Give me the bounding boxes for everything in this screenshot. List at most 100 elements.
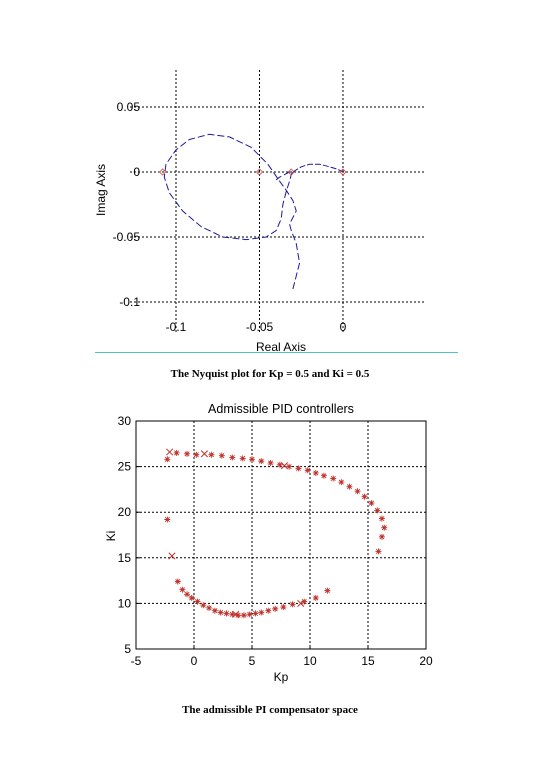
pid-xlabel: Kp: [274, 670, 289, 684]
pid-point-star: [193, 451, 200, 458]
pid-point-star: [211, 607, 218, 614]
pid-title: Admissible PID controllers: [208, 402, 354, 416]
pid-point-star: [272, 605, 279, 612]
pid-plot-frame: [135, 420, 427, 650]
nyquist-ytick-label: -0.1: [119, 295, 140, 309]
pid-point-star: [324, 587, 331, 594]
figure-caption-1: The Nyquist plot for Kp = 0.5 and Ki = 0…: [170, 368, 370, 380]
nyquist-xtick-label: -0.1: [166, 320, 187, 334]
pid-point-star: [164, 456, 171, 463]
pid-point-star: [361, 493, 368, 500]
pid-point-star: [330, 475, 337, 482]
pid-point-x: [280, 462, 289, 470]
pid-point-star: [200, 602, 207, 609]
pid-chart: -5 0 5 10 15 20 30 25 20 15 10 5 Admissible PID con…: [104, 402, 433, 684]
pid-point-x: [232, 610, 240, 618]
pid-point-star: [289, 601, 296, 608]
pid-xtick-label: 5: [249, 654, 256, 668]
pid-xtick-label: 0: [191, 654, 198, 668]
pid-xtick-label: 15: [361, 654, 375, 668]
nyquist-curves: [163, 133, 344, 290]
pid-ytick-label: 30: [118, 414, 132, 428]
pid-point-star: [375, 548, 382, 555]
pid-point-star: [194, 598, 201, 605]
pid-point-star: [235, 612, 242, 619]
pid-ytick-label: 10: [118, 596, 132, 610]
nyquist-xlabel: Real Axis: [256, 340, 306, 354]
pid-point-star: [381, 524, 388, 531]
pid-point-star: [295, 465, 302, 472]
pid-point-star: [240, 612, 247, 619]
pid-point-star: [249, 456, 255, 463]
pid-point-star: [174, 578, 181, 585]
nyquist-marker: [287, 168, 295, 176]
nyquist-ylabel: Imag Axis: [94, 164, 108, 216]
nyquist-ytick-label: 0.05: [117, 100, 141, 114]
nyquist-marker: [159, 168, 167, 176]
pid-point-x: [168, 552, 176, 560]
nyquist-grid: [130, 70, 425, 332]
pid-point-star: [184, 450, 191, 457]
pid-point-star: [208, 451, 215, 458]
pid-point-star: [312, 594, 319, 601]
pid-point-star: [374, 507, 381, 514]
pid-point-star: [246, 611, 253, 618]
pid-point-star: [223, 610, 230, 617]
pid-tick-labels: -5 0 5 10 15 20 30 25 20 15 10 5: [118, 414, 433, 668]
figure-caption-2: The admissible PI compensator space: [182, 704, 358, 716]
pid-point-star: [286, 463, 293, 470]
pid-point-star: [346, 483, 353, 490]
pid-ytick-label: 15: [118, 551, 132, 565]
nyquist-curve-1: [292, 163, 344, 173]
nyquist-xtick-label: -0.05: [246, 320, 274, 334]
pid-point-star: [184, 591, 191, 598]
pid-point-star: [229, 611, 236, 618]
nyquist-chart: -0.1 -0.05 0 0.05 0 -0.05 -0.1 Real Axis Imag …: [94, 70, 425, 354]
pid-point-star: [188, 594, 195, 601]
nyquist-tick-labels: -0.1 -0.05 0 0.05 0 -0.05 -0.1: [113, 100, 347, 334]
pid-point-star: [229, 454, 236, 461]
pid-point-star: [354, 488, 361, 495]
pid-point-star: [258, 609, 265, 616]
nyquist-ytick-label: -0.05: [113, 230, 141, 244]
pid-point-star: [312, 469, 319, 476]
pid-point-star: [218, 452, 225, 459]
pid-point-star: [301, 598, 308, 605]
nyquist-curve-0: [163, 133, 301, 290]
pid-ylabel: Ki: [104, 531, 118, 542]
pid-point-star: [252, 610, 259, 617]
pid-ytick-label: 20: [118, 505, 132, 519]
pid-point-star: [267, 459, 274, 466]
pid-xtick-label: 20: [419, 654, 433, 668]
pid-points: [164, 448, 388, 619]
pid-point-star: [206, 604, 213, 611]
pid-point-star: [320, 472, 327, 479]
pid-point-star: [304, 467, 311, 474]
pid-point-star: [239, 455, 246, 462]
pid-point-star: [179, 586, 186, 593]
pid-point-star: [217, 609, 224, 616]
pid-grid: [136, 421, 426, 649]
pid-point-x: [200, 450, 208, 458]
pid-point-star: [164, 516, 171, 523]
pid-point-star: [378, 533, 385, 540]
pid-point-star: [368, 500, 375, 507]
pid-point-star: [276, 461, 283, 468]
nyquist-ytick-label: 0: [133, 165, 140, 179]
nyquist-marker: [255, 168, 264, 176]
pid-xtick-label: -5: [131, 654, 142, 668]
pid-point-star: [378, 515, 385, 522]
pid-ytick-label: 5: [124, 642, 131, 656]
pid-point-x: [297, 599, 305, 607]
nyquist-marker: [339, 168, 347, 176]
pid-point-star: [173, 449, 180, 456]
pid-xtick-label: 10: [303, 654, 317, 668]
nyquist-markers: [159, 168, 347, 176]
separator-line: [95, 352, 458, 353]
pid-point-star: [338, 479, 345, 486]
pid-point-x: [166, 448, 174, 456]
pid-point-star: [265, 607, 272, 614]
pid-ytick-label: 25: [118, 460, 132, 474]
nyquist-xtick-label: 0: [340, 320, 347, 334]
